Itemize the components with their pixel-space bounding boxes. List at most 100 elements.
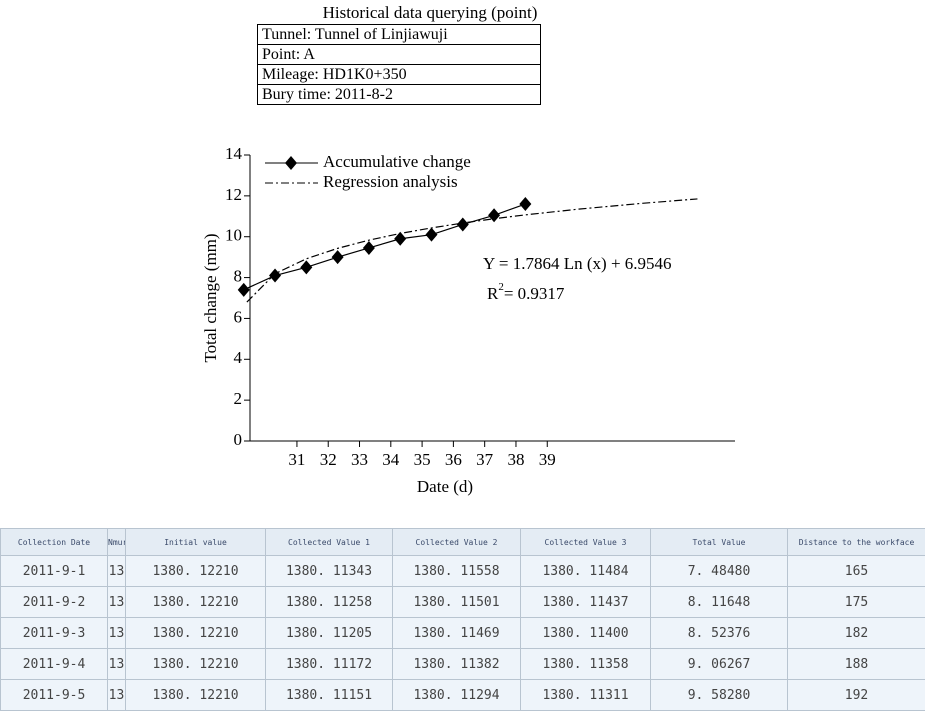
info-cell: Point: A bbox=[257, 44, 541, 65]
legend-label: Accumulative change bbox=[323, 152, 471, 171]
column-header: Collected Value 3 bbox=[520, 528, 651, 556]
table-cell: 1380. 11151 bbox=[265, 679, 393, 711]
y-tick-label: 4 bbox=[234, 348, 243, 367]
y-tick-label: 12 bbox=[225, 185, 242, 204]
table-cell: 175 bbox=[787, 586, 925, 618]
table-cell: 8. 52376 bbox=[650, 617, 788, 649]
table-cell: 1380. 11469 bbox=[392, 617, 521, 649]
x-axis-label: Date (d) bbox=[417, 477, 473, 496]
table-row: 2011-9-2 13 1380. 12210 1380. 11258 1380. 11… bbox=[0, 586, 925, 618]
y-tick-label: 8 bbox=[234, 266, 243, 285]
table-row: 2011-9-1 13 1380. 12210 1380. 11343 1380. 11… bbox=[0, 555, 925, 587]
table-cell: 1380. 11382 bbox=[392, 648, 521, 680]
marker bbox=[425, 227, 438, 242]
table-row: 2011-9-5 13 1380. 12210 1380. 11151 1380. 11… bbox=[0, 679, 925, 711]
y-tick-label: 14 bbox=[225, 144, 243, 163]
info-label: Tunnel: bbox=[262, 26, 312, 43]
table-cell: 1380. 12210 bbox=[125, 555, 266, 587]
info-label: Mileage: bbox=[262, 66, 319, 83]
table-cell: 13 bbox=[107, 555, 126, 587]
table-cell: 7. 48480 bbox=[650, 555, 788, 587]
x-tick-label: 39 bbox=[539, 450, 556, 469]
legend-marker bbox=[285, 156, 297, 170]
table-cell: 1380. 11358 bbox=[520, 648, 651, 680]
equation: Y = 1.7864 Ln (x) + 6.9546 bbox=[483, 254, 672, 273]
marker bbox=[331, 250, 344, 265]
marker bbox=[488, 208, 501, 223]
column-header: Nmur bbox=[107, 528, 126, 556]
table-cell: 2011-9-5 bbox=[0, 679, 108, 711]
table-cell: 192 bbox=[787, 679, 925, 711]
table-cell: 2011-9-3 bbox=[0, 617, 108, 649]
table-cell: 182 bbox=[787, 617, 925, 649]
table-cell: 2011-9-2 bbox=[0, 586, 108, 618]
table-cell: 9. 06267 bbox=[650, 648, 788, 680]
info-row: Mileage: HD1K0+350 bbox=[257, 64, 541, 85]
info-value: A bbox=[303, 46, 315, 63]
table-cell: 9. 58280 bbox=[650, 679, 788, 711]
y-tick-label: 0 bbox=[234, 430, 243, 449]
marker bbox=[362, 240, 375, 255]
info-label: Bury time: bbox=[262, 86, 331, 103]
data-table: Collection Date Nmur Initial value Collecte… bbox=[0, 528, 925, 711]
table-cell: 1380. 11484 bbox=[520, 555, 651, 587]
x-tick-label: 31 bbox=[288, 450, 305, 469]
y-axis-label: Total change (mm) bbox=[201, 233, 220, 362]
title: Historical data querying (point) bbox=[323, 3, 538, 22]
column-header: Initial value bbox=[125, 528, 266, 556]
y-tick-label: 6 bbox=[234, 307, 243, 326]
table-cell: 1380. 11437 bbox=[520, 586, 651, 618]
info-table: Tunnel: Tunnel of Linjiawuji Point: A Mile… bbox=[257, 24, 541, 105]
column-header: Collected Value 1 bbox=[265, 528, 393, 556]
marker bbox=[456, 217, 469, 232]
table-cell: 1380. 12210 bbox=[125, 586, 266, 618]
column-header: Collected Value 2 bbox=[392, 528, 521, 556]
table-cell: 1380. 11343 bbox=[265, 555, 393, 587]
table-cell: 2011-9-4 bbox=[0, 648, 108, 680]
marker bbox=[394, 231, 407, 246]
info-value: HD1K0+350 bbox=[322, 66, 407, 83]
x-tick-label: 32 bbox=[320, 450, 337, 469]
info-row: Point: A bbox=[257, 44, 541, 65]
x-tick-label: 33 bbox=[351, 450, 368, 469]
x-tick-label: 34 bbox=[382, 450, 400, 469]
info-cell: Mileage: HD1K0+350 bbox=[257, 64, 541, 85]
column-header: Collection Date bbox=[0, 528, 108, 556]
table-cell: 13 bbox=[107, 617, 126, 649]
y-tick-label: 10 bbox=[225, 226, 242, 245]
table-cell: 1380. 11205 bbox=[265, 617, 393, 649]
info-row: Tunnel: Tunnel of Linjiawuji bbox=[257, 24, 541, 45]
x-tick-label: 35 bbox=[414, 450, 431, 469]
table-cell: 1380. 11558 bbox=[392, 555, 521, 587]
info-row: Bury time: 2011-8-2 bbox=[257, 84, 541, 105]
table-cell: 1380. 11501 bbox=[392, 586, 521, 618]
table-cell: 13 bbox=[107, 586, 126, 618]
legend-label: Regression analysis bbox=[323, 172, 458, 191]
column-header: Distance to the workface bbox=[787, 528, 925, 556]
chart: Historical data querying (point) Total c… bbox=[201, 3, 735, 496]
table-cell: 1380. 11258 bbox=[265, 586, 393, 618]
x-tick-label: 38 bbox=[507, 450, 524, 469]
r-squared: R2= 0.9317 bbox=[487, 281, 565, 303]
table-row: 2011-9-4 13 1380. 12210 1380. 11172 1380. 11… bbox=[0, 648, 925, 680]
y-tick-label: 2 bbox=[234, 389, 243, 408]
info-value: 2011-8-2 bbox=[334, 86, 393, 103]
table-cell: 2011-9-1 bbox=[0, 555, 108, 587]
table-cell: 1380. 11294 bbox=[392, 679, 521, 711]
column-header: Total Value bbox=[650, 528, 788, 556]
info-cell: Tunnel: Tunnel of Linjiawuji bbox=[257, 24, 541, 45]
table-cell: 188 bbox=[787, 648, 925, 680]
table-cell: 165 bbox=[787, 555, 925, 587]
info-label: Point: bbox=[262, 46, 301, 63]
table-cell: 13 bbox=[107, 648, 126, 680]
marker bbox=[519, 197, 532, 212]
info-value: Tunnel of Linjiawuji bbox=[314, 26, 448, 43]
table-cell: 8. 11648 bbox=[650, 586, 788, 618]
x-tick-label: 37 bbox=[476, 450, 494, 469]
table-cell: 1380. 12210 bbox=[125, 679, 266, 711]
table-cell: 1380. 11400 bbox=[520, 617, 651, 649]
table-cell: 1380. 12210 bbox=[125, 617, 266, 649]
table-cell: 1380. 11311 bbox=[520, 679, 651, 711]
table-row: 2011-9-3 13 1380. 12210 1380. 11205 1380. 11… bbox=[0, 617, 925, 649]
